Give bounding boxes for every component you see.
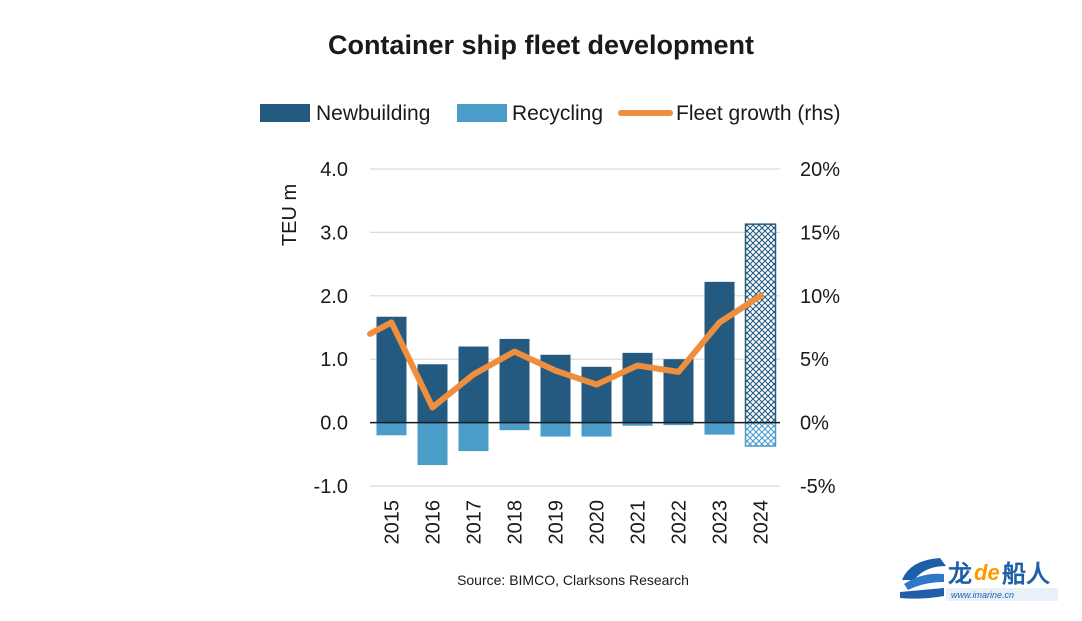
x-tick-label: 2024: [751, 500, 773, 545]
bars: [376, 223, 777, 466]
bar-recycling-2020: [581, 422, 612, 437]
bar-recycling-2022: [663, 422, 694, 426]
legend: Newbuilding Recycling Fleet growth (rhs): [260, 102, 841, 125]
x-tick-label: 2018: [505, 500, 527, 545]
bar-recycling-2018: [499, 422, 530, 431]
y2-tick-label: 10%: [800, 286, 840, 308]
y2-tick-label: 15%: [800, 222, 840, 244]
legend-swatch-newbuilding: [260, 104, 310, 122]
legend-label-fleet-growth: Fleet growth (rhs): [676, 102, 841, 125]
watermark-cn-right: 船人: [1002, 560, 1050, 588]
ship-icon: [900, 558, 946, 599]
y2-tick-label: 20%: [800, 159, 840, 181]
x-tick-label: 2020: [587, 500, 609, 545]
bar-recycling-2017: [458, 422, 489, 452]
watermark-url: www.imarine.cn: [951, 590, 1014, 600]
bar-recycling-2023: [704, 422, 735, 435]
y-axis-ticks: 4.0 3.0 2.0 1.0 0.0 -1.0: [314, 159, 348, 498]
chart-title: Container ship fleet development: [328, 30, 754, 60]
y-axis-label: TEU m: [279, 184, 301, 246]
bar-newbuilding-2015: [376, 316, 407, 423]
bar-recycling-2019: [540, 422, 571, 437]
y-tick-label: 4.0: [320, 159, 348, 181]
bar-recycling-2015: [376, 422, 407, 436]
bar-recycling-2021: [622, 422, 653, 426]
x-tick-label: 2021: [628, 500, 650, 545]
bar-newbuilding-2016: [417, 364, 448, 423]
x-tick-label: 2015: [382, 500, 404, 545]
x-axis-ticks: 2015 2016 2017 2018 2019 2020 2021 2022 2023 2024: [382, 500, 773, 545]
y2-tick-label: 0%: [800, 413, 829, 435]
watermark-logo: 龙 de 船人 www.imarine.cn: [900, 558, 1058, 601]
bar-newbuilding-2024: [744, 223, 777, 424]
y-tick-label: 3.0: [320, 222, 348, 244]
y-tick-label: -1.0: [314, 476, 348, 498]
x-tick-label: 2023: [710, 500, 732, 545]
watermark-cn-left: 龙: [948, 560, 972, 588]
y-tick-label: 1.0: [320, 349, 348, 371]
bar-newbuilding-2023: [704, 281, 735, 423]
x-tick-label: 2022: [669, 500, 691, 545]
fleet-growth-line: [367, 292, 764, 411]
bar-recycling-2024: [744, 421, 777, 447]
watermark-url-band: [946, 588, 1058, 601]
watermark-de: de: [974, 560, 1000, 585]
legend-label-recycling: Recycling: [512, 102, 603, 125]
bar-recycling-2016: [417, 422, 448, 466]
x-tick-label: 2017: [464, 500, 486, 545]
y-tick-label: 2.0: [320, 286, 348, 308]
y-tick-label: 0.0: [320, 413, 348, 435]
x-tick-label: 2016: [423, 500, 445, 545]
source-note: Source: BIMCO, Clarksons Research: [457, 572, 689, 588]
y2-tick-label: 5%: [800, 349, 829, 371]
bar-newbuilding-2020: [581, 366, 612, 423]
legend-swatch-recycling: [457, 104, 507, 122]
y2-axis-ticks: 20% 15% 10% 5% 0% -5%: [800, 159, 840, 498]
y2-tick-label: -5%: [800, 476, 836, 498]
legend-label-newbuilding: Newbuilding: [316, 102, 430, 125]
x-tick-label: 2019: [546, 500, 568, 545]
